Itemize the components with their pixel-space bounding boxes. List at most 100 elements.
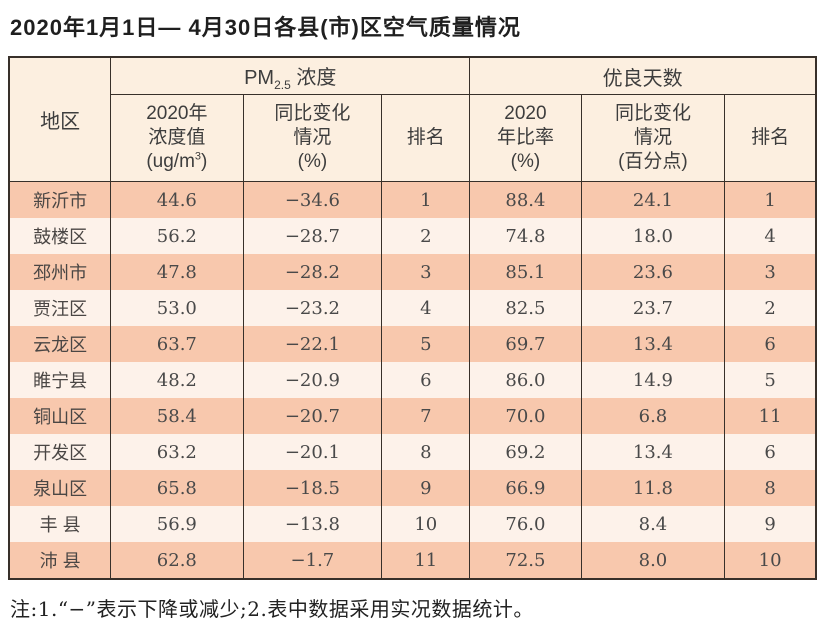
col-header-good-change: 同比变化 情况 (百分点) — [580, 94, 726, 182]
region-cell: 贾汪区 — [8, 290, 112, 326]
pm-change-cell: −22.1 — [242, 326, 383, 362]
good-change-cell: 8.4 — [580, 506, 726, 542]
pm-change-cell: −28.7 — [242, 218, 383, 254]
pm-rank-cell: 10 — [381, 506, 471, 542]
table-row: 沛 县 62.8 −1.7 11 72.5 8.0 10 — [8, 542, 817, 579]
pm-value-cell: 62.8 — [110, 542, 244, 579]
col-group-good-days: 优良天数 — [469, 57, 817, 95]
col-header-pm-rank: 排名 — [381, 94, 471, 182]
good-change-line2: 情况 — [633, 127, 672, 149]
pm-value-cell: 63.2 — [110, 434, 244, 470]
pm-value-cell: 47.8 — [110, 254, 244, 290]
pm-value-cell: 48.2 — [110, 362, 244, 398]
good-rank-cell: 8 — [724, 470, 817, 506]
table-row: 开发区 63.2 −20.1 8 69.2 13.4 6 — [8, 434, 817, 470]
good-change-line1: 同比变化 — [614, 103, 691, 125]
good-ratio-cell: 72.5 — [469, 542, 582, 579]
pm-change-line3: (%) — [297, 150, 328, 172]
good-ratio-cell: 69.7 — [469, 326, 582, 362]
good-change-cell: 8.0 — [580, 542, 726, 579]
region-cell: 开发区 — [8, 434, 112, 470]
pm-rank-cell: 6 — [381, 362, 471, 398]
pm-value-line2: 浓度值 — [148, 127, 206, 149]
page-title: 2020年1月1日— 4月30日各县(市)区空气质量情况 — [10, 15, 521, 40]
good-rank-cell: 5 — [724, 362, 817, 398]
region-cell: 鼓楼区 — [8, 218, 112, 254]
good-ratio-cell: 76.0 — [469, 506, 582, 542]
pm-change-cell: −34.6 — [242, 181, 383, 218]
col-group-pm25: PM2.5 浓度 — [110, 57, 471, 95]
pm25-label-prefix: PM — [244, 66, 275, 89]
pm-value-unit: (ug/m — [146, 150, 195, 172]
good-change-cell: 24.1 — [580, 181, 726, 218]
pm-rank-cell: 7 — [381, 398, 471, 434]
region-cell: 新沂市 — [8, 181, 112, 218]
good-rank-cell: 6 — [724, 326, 817, 362]
col-header-good-ratio: 2020 年比率 (%) — [469, 94, 582, 182]
table-header: 地区 PM2.5 浓度 优良天数 2020年 浓度值 (ug/m3) 同比变化 … — [8, 57, 817, 182]
pm-change-cell: −13.8 — [242, 506, 383, 542]
pm25-label-subscript: 2.5 — [274, 77, 291, 92]
pm-value-cell: 56.2 — [110, 218, 244, 254]
col-header-good-rank: 排名 — [724, 94, 817, 182]
good-change-cell: 13.4 — [580, 326, 726, 362]
pm-change-cell: −20.1 — [242, 434, 383, 470]
sub-header-row: 2020年 浓度值 (ug/m3) 同比变化 情况 (%) 排名 2020 年比… — [9, 94, 817, 182]
good-ratio-cell: 74.8 — [469, 218, 582, 254]
good-rank-cell: 2 — [724, 290, 817, 326]
good-change-line3: (百分点) — [618, 150, 688, 172]
good-rank-cell: 1 — [724, 181, 817, 218]
good-change-cell: 13.4 — [580, 434, 726, 470]
pm-value-cell: 56.9 — [110, 506, 244, 542]
region-cell: 邳州市 — [8, 254, 112, 290]
good-ratio-cell: 70.0 — [469, 398, 582, 434]
pm-change-cell: −23.2 — [242, 290, 383, 326]
col-header-region: 地区 — [8, 57, 112, 182]
region-cell: 泉山区 — [8, 470, 112, 506]
table-row: 贾汪区 53.0 −23.2 4 82.5 23.7 2 — [8, 290, 817, 326]
region-cell: 丰 县 — [8, 506, 112, 542]
pm-rank-cell: 5 — [381, 326, 471, 362]
pm-value-unit-close: ) — [201, 150, 208, 172]
good-ratio-line2: 年比率 — [496, 127, 554, 149]
good-ratio-cell: 88.4 — [469, 181, 582, 218]
pm-rank-cell: 8 — [381, 434, 471, 470]
good-ratio-cell: 82.5 — [469, 290, 582, 326]
good-ratio-cell: 86.0 — [469, 362, 582, 398]
pm-change-cell: −28.2 — [242, 254, 383, 290]
table-row: 鼓楼区 56.2 −28.7 2 74.8 18.0 4 — [8, 218, 817, 254]
table-row: 新沂市 44.6 −34.6 1 88.4 24.1 1 — [8, 181, 817, 218]
pm-rank-cell: 4 — [381, 290, 471, 326]
good-rank-cell: 4 — [724, 218, 817, 254]
pm-value-line1: 2020年 — [146, 103, 208, 125]
table-row: 邳州市 47.8 −28.2 3 85.1 23.6 3 — [8, 254, 817, 290]
pm-rank-cell: 3 — [381, 254, 471, 290]
pm-change-cell: −18.5 — [242, 470, 383, 506]
table-row: 泉山区 65.8 −18.5 9 66.9 11.8 8 — [8, 470, 817, 506]
good-ratio-line3: (%) — [510, 150, 541, 172]
pm-rank-cell: 1 — [381, 181, 471, 218]
pm-change-cell: −20.7 — [242, 398, 383, 434]
pm-value-cell: 44.6 — [110, 181, 244, 218]
table-row: 睢宁县 48.2 −20.9 6 86.0 14.9 5 — [8, 362, 817, 398]
pm-value-cell: 63.7 — [110, 326, 244, 362]
good-rank-cell: 6 — [724, 434, 817, 470]
footnote: 注:1.“−”表示下降或减少;2.表中数据采用实况数据统计。 — [10, 597, 534, 620]
good-rank-cell: 10 — [724, 542, 817, 579]
region-cell: 睢宁县 — [8, 362, 112, 398]
col-header-pm-value: 2020年 浓度值 (ug/m3) — [110, 94, 244, 182]
table-row: 铜山区 58.4 −20.7 7 70.0 6.8 11 — [8, 398, 817, 434]
good-ratio-line1: 2020 — [504, 103, 547, 125]
good-change-cell: 6.8 — [580, 398, 726, 434]
group-header-row: 地区 PM2.5 浓度 优良天数 — [8, 57, 817, 182]
region-cell: 铜山区 — [8, 398, 112, 434]
good-ratio-cell: 85.1 — [469, 254, 582, 290]
pm-rank-cell: 11 — [381, 542, 471, 579]
pm-change-cell: −20.9 — [242, 362, 383, 398]
good-change-cell: 23.6 — [580, 254, 726, 290]
col-header-pm-change: 同比变化 情况 (%) — [242, 94, 383, 182]
good-ratio-cell: 69.2 — [469, 434, 582, 470]
good-rank-cell: 3 — [724, 254, 817, 290]
pm-change-cell: −1.7 — [242, 542, 383, 579]
